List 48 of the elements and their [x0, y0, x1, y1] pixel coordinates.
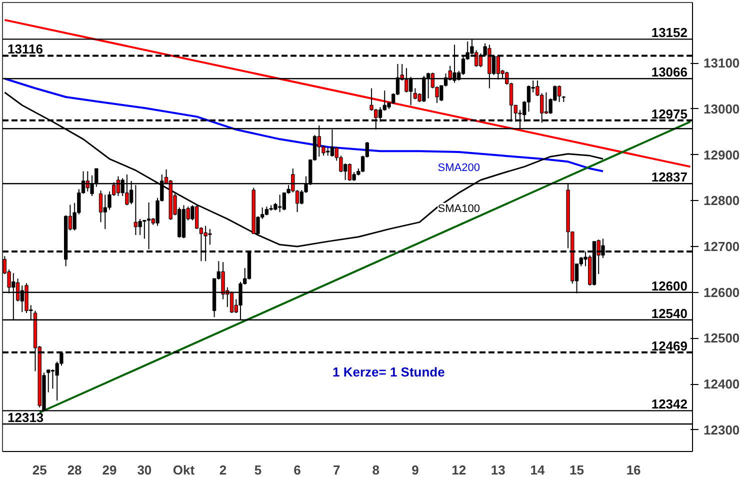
ref-line-label: 12540: [651, 306, 688, 321]
candlestick: [278, 194, 282, 213]
y-tick-label: 12900: [704, 147, 740, 162]
y-tick-label: 13100: [704, 56, 740, 71]
y-tick-label: 12300: [704, 422, 740, 438]
ref-line-label: 12469: [651, 338, 688, 354]
candlestick: [544, 92, 548, 114]
x-tick-label: 25: [32, 462, 47, 478]
y-tick-label: 12800: [704, 193, 740, 208]
annotation: 1 Kerze= 1 Stunde: [332, 364, 445, 380]
ref-line-label: 12342: [651, 396, 688, 412]
candlestick: [282, 192, 286, 211]
y-tick-label: 12500: [704, 330, 740, 346]
x-tick-label: 8: [372, 462, 380, 478]
x-tick-label: 16: [626, 462, 641, 478]
candlestick: [98, 190, 103, 223]
ref-line-label: 12313: [8, 410, 44, 425]
x-tick-label: 5: [254, 462, 262, 478]
x-tick-label: 12: [452, 462, 466, 478]
line-series: [4, 78, 604, 172]
x-tick-label: 29: [102, 462, 117, 478]
candlestick: [413, 88, 418, 100]
x-tick-label: 9: [412, 462, 419, 478]
ref-line-label: 13152: [651, 25, 688, 40]
x-tick-label: 30: [137, 462, 152, 478]
x-tick-label: 15: [570, 462, 584, 478]
y-tick-label: 12600: [704, 284, 740, 300]
ref-line-label: 12837: [651, 170, 688, 185]
candlestick: [526, 85, 531, 112]
candlestick: [46, 368, 50, 393]
y-tick-label: 13000: [704, 101, 740, 116]
x-tick-label: 6: [294, 462, 301, 478]
series-label: SMA200: [438, 162, 480, 174]
x-tick-label: 7: [332, 462, 340, 478]
series-label: SMA100: [438, 202, 480, 215]
y-tick-label: 12700: [704, 238, 740, 254]
y-tick-label: 12400: [704, 376, 740, 392]
ref-line-label: 13116: [8, 42, 43, 57]
x-tick-label: 28: [67, 462, 82, 478]
x-tick-label: 13: [490, 462, 506, 478]
ref-line-label: 13066: [651, 64, 688, 80]
x-tick-label: Okt: [172, 462, 196, 478]
ref-line-label: 12975: [651, 106, 688, 122]
x-tick-label: 2: [219, 462, 227, 478]
candlestick: [348, 162, 352, 182]
candlestick: [557, 85, 562, 103]
ref-line-label: 12600: [651, 278, 688, 294]
x-tick-label: 14: [530, 462, 546, 478]
